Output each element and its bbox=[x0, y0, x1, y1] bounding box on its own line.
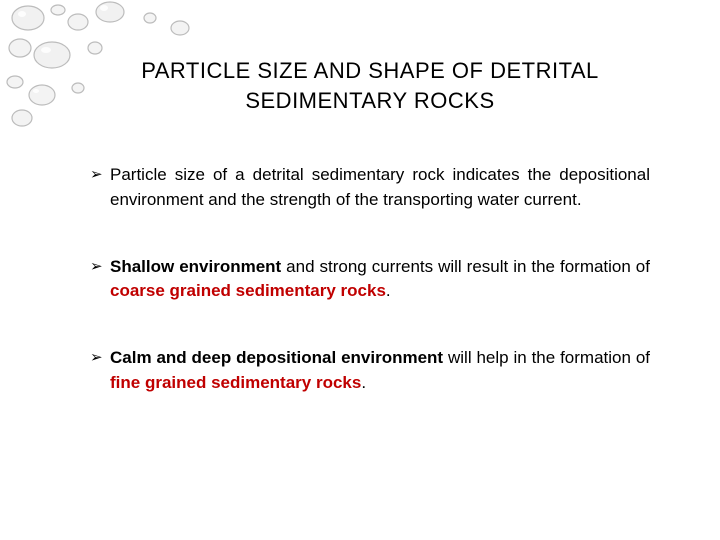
text-segment: Particle size of a detrital sedimentary … bbox=[110, 165, 650, 209]
text-segment: fine grained sedimentary rocks bbox=[110, 373, 361, 392]
text-segment: will help in the formation of bbox=[443, 348, 650, 367]
slide-content: PARTICLE SIZE AND SHAPE OF DETRITAL SEDI… bbox=[0, 0, 720, 477]
text-segment: . bbox=[386, 281, 391, 300]
text-segment: . bbox=[361, 373, 366, 392]
text-segment: Calm and deep depositional environment bbox=[110, 348, 443, 367]
text-segment: and strong currents will result in the f… bbox=[281, 257, 650, 276]
bullet-list: Particle size of a detrital sedimentary … bbox=[90, 163, 650, 395]
slide-title: PARTICLE SIZE AND SHAPE OF DETRITAL SEDI… bbox=[90, 56, 650, 115]
text-segment: Shallow environment bbox=[110, 257, 281, 276]
bullet-item: Particle size of a detrital sedimentary … bbox=[90, 163, 650, 212]
bullet-item: Calm and deep depositional environment w… bbox=[90, 346, 650, 395]
bullet-item: Shallow environment and strong currents … bbox=[90, 255, 650, 304]
text-segment: coarse grained sedimentary rocks bbox=[110, 281, 386, 300]
